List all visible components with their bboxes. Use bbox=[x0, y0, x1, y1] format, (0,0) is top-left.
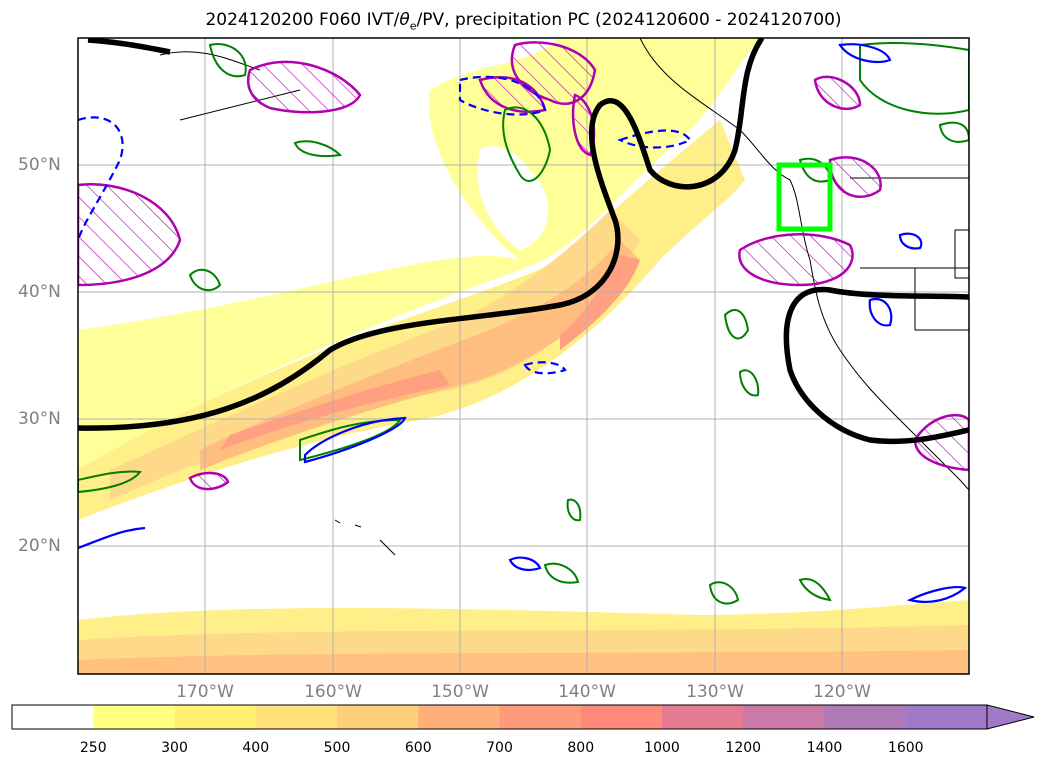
colorbar-tick-label: 700 bbox=[486, 740, 513, 756]
target-region-box bbox=[776, 162, 833, 232]
colorbar-cell bbox=[12, 705, 94, 729]
lon-label-150w: 150°W bbox=[431, 682, 489, 702]
lon-label-120w: 120°W bbox=[813, 682, 871, 702]
colorbar bbox=[11, 704, 1035, 730]
lat-label-50n: 50°N bbox=[18, 155, 61, 175]
colorbar-tick-label: 250 bbox=[79, 740, 107, 756]
axes-frame bbox=[77, 37, 970, 675]
lon-label-160w: 160°W bbox=[304, 682, 362, 702]
colorbar-cell bbox=[499, 705, 582, 729]
colorbar-tick-label: 600 bbox=[404, 740, 432, 756]
colorbar-tick-label: 800 bbox=[567, 740, 595, 756]
colorbar-cell bbox=[93, 705, 175, 729]
colorbar-cell bbox=[255, 705, 338, 729]
colorbar-cell bbox=[174, 705, 257, 729]
colorbar-cell bbox=[580, 705, 663, 729]
precip-pc-contours bbox=[78, 41, 969, 491]
colorbar-cell bbox=[337, 705, 419, 729]
colorbar-tick-label: 1000 bbox=[644, 740, 680, 756]
theta-e-blue-contours bbox=[78, 43, 968, 604]
colorbar-cell bbox=[662, 705, 744, 729]
colorbar-frame bbox=[11, 704, 988, 730]
colorbar-tick-label: 1400 bbox=[806, 740, 843, 756]
colorbar-tick-label: 300 bbox=[161, 740, 188, 756]
lat-label-30n: 30°N bbox=[18, 409, 61, 429]
lat-label-40n: 40°N bbox=[18, 282, 61, 302]
colorbar-tick-label: 500 bbox=[323, 740, 351, 756]
colorbar-tick-label: 400 bbox=[242, 740, 270, 756]
pv-contour bbox=[78, 38, 969, 445]
lon-label-140w: 140°W bbox=[558, 682, 616, 702]
lon-label-130w: 130°W bbox=[686, 682, 744, 702]
colorbar-tick-label: 1600 bbox=[887, 740, 924, 756]
lon-label-170w: 170°W bbox=[176, 682, 234, 702]
colorbar-cell bbox=[418, 705, 500, 729]
map-area bbox=[78, 38, 969, 674]
colorbar-extend-arrow bbox=[986, 704, 1035, 730]
colorbar-cell bbox=[905, 705, 988, 729]
colorbar-tick-label: 1200 bbox=[725, 740, 762, 756]
figure-title: 2024120200 F060 IVT/θe/PV, precipitation… bbox=[205, 10, 842, 33]
ivt-filled-contours bbox=[78, 38, 969, 674]
colorbar-cell bbox=[743, 705, 825, 729]
colorbar-cell bbox=[824, 705, 907, 729]
lat-label-20n: 20°N bbox=[18, 536, 61, 556]
colorbar-cells bbox=[12, 705, 988, 729]
